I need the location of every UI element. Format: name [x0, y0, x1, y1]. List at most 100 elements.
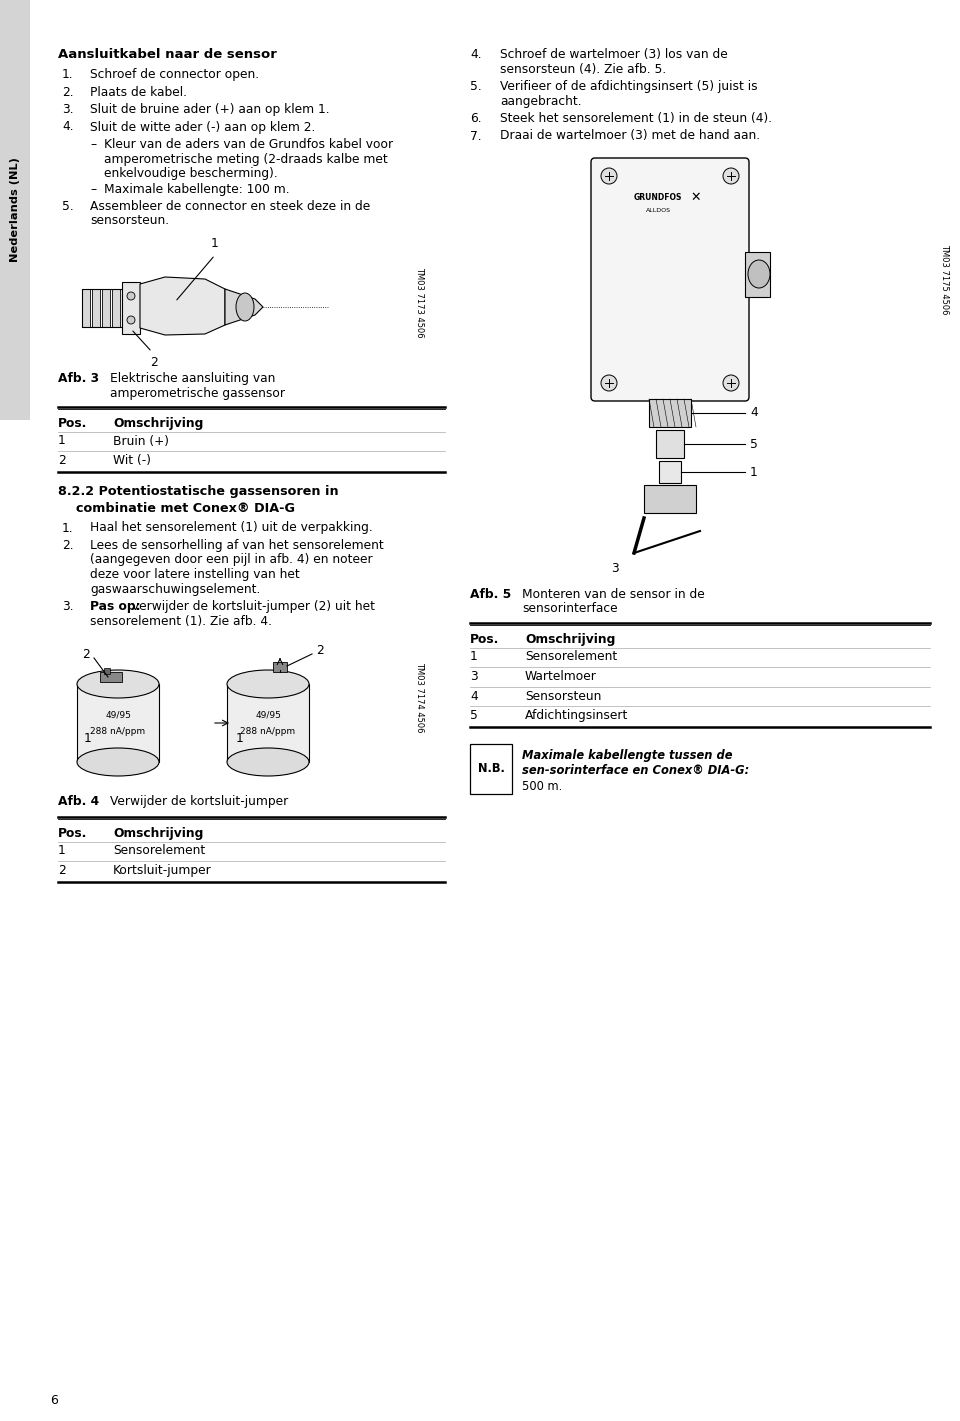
Text: 6: 6 [50, 1394, 58, 1407]
Text: deze voor latere instelling van het: deze voor latere instelling van het [90, 568, 300, 581]
Text: Pos.: Pos. [470, 632, 499, 647]
Ellipse shape [748, 260, 770, 288]
Ellipse shape [227, 669, 309, 698]
Text: 5: 5 [750, 438, 757, 450]
Text: 1: 1 [750, 466, 757, 479]
Text: amperometrische gassensor: amperometrische gassensor [110, 387, 285, 399]
Text: Kortsluit-jumper: Kortsluit-jumper [113, 864, 212, 877]
Bar [470, 743, 512, 793]
Text: verwijder de kortsluit-jumper (2) uit het: verwijder de kortsluit-jumper (2) uit he… [129, 600, 375, 612]
Text: Maximale kabellengte: 100 m.: Maximale kabellengte: 100 m. [104, 183, 290, 196]
Text: 2: 2 [83, 648, 90, 661]
Circle shape [723, 168, 739, 183]
Text: 7.: 7. [470, 129, 482, 142]
Circle shape [127, 315, 135, 324]
Circle shape [127, 291, 135, 300]
Text: Aansluitkabel naar de sensor: Aansluitkabel naar de sensor [58, 48, 276, 61]
Text: 2: 2 [58, 864, 65, 877]
Text: 2.: 2. [62, 539, 74, 551]
Text: Afb. 4: Afb. 4 [58, 794, 99, 809]
Text: Afdichtingsinsert: Afdichtingsinsert [525, 709, 629, 722]
Text: 3.: 3. [62, 600, 74, 612]
Text: 5: 5 [470, 709, 478, 722]
Text: –: – [90, 183, 96, 196]
Text: Sluit de bruine ader (+) aan op klem 1.: Sluit de bruine ader (+) aan op klem 1. [90, 102, 329, 117]
Text: sensorelement (1). Zie afb. 4.: sensorelement (1). Zie afb. 4. [90, 614, 272, 628]
Text: GRUNDFOS: GRUNDFOS [634, 192, 683, 202]
Text: 288 nA/ppm: 288 nA/ppm [90, 726, 146, 736]
Text: 288 nA/ppm: 288 nA/ppm [240, 726, 296, 736]
Circle shape [723, 375, 739, 391]
Text: Pos.: Pos. [58, 416, 87, 431]
Text: 2: 2 [316, 644, 324, 657]
Text: Plaats de kabel.: Plaats de kabel. [90, 85, 187, 98]
Bar [273, 662, 287, 672]
Text: Pos.: Pos. [58, 827, 87, 840]
FancyBboxPatch shape [591, 158, 749, 401]
Text: Steek het sensorelement (1) in de steun (4).: Steek het sensorelement (1) in de steun … [500, 112, 772, 125]
Text: Omschrijving: Omschrijving [113, 416, 204, 431]
Text: 1: 1 [84, 732, 92, 745]
Text: Verifieer of de afdichtingsinsert (5) juist is: Verifieer of de afdichtingsinsert (5) ju… [500, 80, 757, 92]
Text: Sensorsteun: Sensorsteun [525, 689, 601, 702]
Text: Haal het sensorelement (1) uit de verpakking.: Haal het sensorelement (1) uit de verpak… [90, 522, 372, 534]
Bar [659, 460, 681, 483]
Text: amperometrische meting (2-draads kalbe met: amperometrische meting (2-draads kalbe m… [104, 152, 388, 165]
Text: 1: 1 [211, 237, 219, 250]
Text: TM03 7174 4506: TM03 7174 4506 [416, 662, 424, 732]
Bar [745, 252, 770, 297]
Text: Monteren van de sensor in de: Monteren van de sensor in de [522, 588, 705, 601]
Polygon shape [140, 277, 225, 335]
Text: 8.2.2 Potentiostatische gassensoren in: 8.2.2 Potentiostatische gassensoren in [58, 486, 339, 499]
Text: TM03 7173 4506: TM03 7173 4506 [416, 267, 424, 337]
Text: 5.: 5. [62, 200, 74, 213]
Text: sen­sorinterface en Conex® DIA-G:: sen­sorinterface en Conex® DIA-G: [522, 764, 749, 777]
Text: 3: 3 [470, 669, 478, 684]
Bar [227, 684, 309, 762]
Bar [77, 684, 159, 762]
Text: 2.: 2. [62, 85, 74, 98]
Text: Omschrijving: Omschrijving [525, 632, 615, 647]
Bar [649, 399, 691, 426]
Bar [102, 288, 110, 327]
Ellipse shape [227, 747, 309, 776]
Text: Bruin (+): Bruin (+) [113, 435, 169, 448]
Text: sensorsteun (4). Zie afb. 5.: sensorsteun (4). Zie afb. 5. [500, 63, 666, 75]
Text: Schroef de wartelmoer (3) los van de: Schroef de wartelmoer (3) los van de [500, 48, 728, 61]
Bar [644, 485, 696, 513]
Text: TM03 7175 4506: TM03 7175 4506 [941, 244, 949, 314]
Text: (aangegeven door een pijl in afb. 4) en noteer: (aangegeven door een pijl in afb. 4) en … [90, 554, 372, 567]
Ellipse shape [77, 669, 159, 698]
Text: Wartelmoer: Wartelmoer [525, 669, 597, 684]
Text: 1.: 1. [62, 522, 74, 534]
Text: enkelvoudige bescherming).: enkelvoudige bescherming). [104, 168, 277, 180]
Text: Sensorelement: Sensorelement [113, 844, 205, 857]
Text: ALLDOS: ALLDOS [645, 207, 670, 213]
Circle shape [601, 168, 617, 183]
Text: Afb. 5: Afb. 5 [470, 588, 512, 601]
Text: Assembleer de connector en steek deze in de: Assembleer de connector en steek deze in… [90, 200, 371, 213]
Bar [100, 672, 122, 682]
Text: 49/95: 49/95 [255, 710, 281, 719]
Bar [122, 281, 140, 334]
Bar [0, 0, 30, 421]
Text: Kleur van de aders van de Grundfos kabel voor: Kleur van de aders van de Grundfos kabel… [104, 138, 394, 151]
Text: 3: 3 [612, 561, 619, 574]
Ellipse shape [236, 293, 254, 321]
Text: 49/95: 49/95 [105, 710, 131, 719]
Text: 1: 1 [236, 732, 244, 745]
Text: N.B.: N.B. [477, 762, 504, 774]
Bar [104, 668, 110, 674]
Text: Omschrijving: Omschrijving [113, 827, 204, 840]
Text: 1: 1 [470, 651, 478, 664]
Ellipse shape [77, 747, 159, 776]
Text: Verwijder de kortsluit-jumper: Verwijder de kortsluit-jumper [110, 794, 288, 809]
Text: aangebracht.: aangebracht. [500, 95, 582, 108]
Polygon shape [225, 288, 263, 325]
Text: 1: 1 [58, 844, 65, 857]
Text: gaswaarschuwingselement.: gaswaarschuwingselement. [90, 583, 260, 595]
Text: 4: 4 [750, 406, 757, 419]
Text: 1.: 1. [62, 68, 74, 81]
Text: 4.: 4. [470, 48, 482, 61]
Text: –: – [90, 138, 96, 151]
